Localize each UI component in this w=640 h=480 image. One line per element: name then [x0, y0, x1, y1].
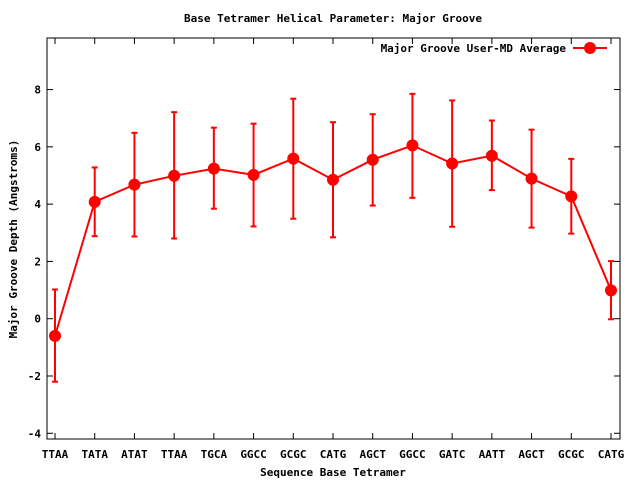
plot-frame — [46, 37, 621, 440]
y-tick-label: -2 — [28, 370, 41, 383]
y-tick-label: -4 — [28, 427, 42, 440]
data-point — [128, 178, 141, 191]
y-tick-label: 4 — [34, 198, 41, 211]
x-tick-label: GGCC — [399, 448, 426, 461]
data-point — [446, 157, 459, 170]
x-tick-label: CATG — [598, 448, 625, 461]
error-bars — [52, 92, 614, 383]
x-tick-label: GGCC — [240, 448, 267, 461]
data-point — [49, 329, 61, 342]
data-point — [525, 172, 538, 185]
x-tick-label: AGCT — [518, 448, 545, 461]
x-tick-label: TATA — [81, 448, 108, 461]
y-axis-label: Major Groove Depth (Angstroms) — [7, 140, 20, 339]
data-point — [605, 284, 617, 297]
x-tick-label: CATG — [320, 448, 347, 461]
data-point — [327, 173, 339, 186]
data-point — [366, 153, 379, 166]
x-tick-label: ATAT — [121, 448, 148, 461]
legend-label: Major Groove User-MD Average — [381, 42, 567, 55]
data-point — [207, 162, 220, 175]
data-points — [49, 139, 617, 342]
data-point — [287, 152, 300, 165]
x-tick-label: GCGC — [280, 448, 307, 461]
x-tick-label: AATT — [479, 448, 506, 461]
x-tick-label: TTAA — [42, 448, 69, 461]
legend-marker — [584, 42, 596, 54]
x-tick-label: GCGC — [558, 448, 585, 461]
y-tick-label: 8 — [34, 84, 41, 97]
x-tick-label: AGCT — [359, 448, 386, 461]
y-tick-label: 6 — [34, 141, 41, 154]
data-point — [168, 169, 181, 182]
y-tick-label: 0 — [34, 313, 41, 326]
x-axis-ticks: TTAA TATA ATAT TTAA TGCA GGCC GCGC CATG AGCT GGCC… — [42, 38, 625, 461]
data-point — [565, 190, 578, 203]
chart-title: Base Tetramer Helical Parameter: Major G… — [184, 12, 482, 25]
data-point — [247, 168, 260, 181]
y-tick-label: 2 — [34, 255, 41, 268]
data-point — [88, 195, 101, 208]
y-axis-ticks: -4 -2 0 2 4 6 8 — [28, 84, 620, 440]
x-tick-label: TGCA — [201, 448, 228, 461]
legend: Major Groove User-MD Average — [381, 42, 607, 55]
x-axis-label: Sequence Base Tetramer — [260, 466, 406, 479]
x-tick-label: TTAA — [161, 448, 188, 461]
x-tick-label: GATC — [439, 448, 466, 461]
data-point — [406, 139, 419, 152]
data-point — [485, 149, 498, 162]
